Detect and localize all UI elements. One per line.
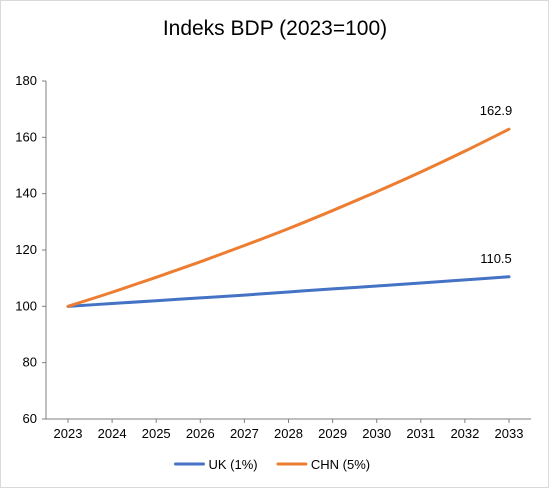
y-tick-label: 160 (15, 129, 37, 144)
y-tick-label: 80 (23, 355, 37, 370)
x-tick-label: 2024 (98, 426, 127, 441)
x-tick-label: 2025 (142, 426, 171, 441)
x-tick-label: 2033 (495, 426, 524, 441)
axis-layer: 60 80 100 120 140 160 180 2023 2024 2025 2026 2027 2… (15, 73, 531, 441)
chart-title: Indeks BDP (2023=100) (163, 17, 387, 40)
y-tick-label: 100 (15, 298, 37, 313)
x-tick-label: 2029 (318, 426, 347, 441)
x-tick-label: 2030 (362, 426, 391, 441)
series-layer (66, 127, 511, 308)
data-label-layer: 110.5 162.9 (480, 103, 513, 266)
x-tick-label: 2031 (406, 426, 435, 441)
y-tick-label: 60 (23, 411, 37, 426)
legend: UK (1%) CHN (5%) (174, 457, 370, 472)
y-tick-label: 140 (15, 186, 37, 201)
x-tick-label: 2027 (230, 426, 259, 441)
x-tick-label: 2032 (450, 426, 479, 441)
data-label-2: 162.9 (480, 103, 513, 118)
x-tick-label: 2023 (54, 426, 83, 441)
series-line-1 (66, 275, 511, 308)
y-tick-label: 180 (15, 73, 37, 88)
x-tick-label: 2028 (274, 426, 303, 441)
data-label-1: 110.5 (480, 251, 512, 266)
legend-label-2: CHN (5%) (311, 457, 370, 472)
series-line-2 (66, 127, 511, 308)
y-tick-label: 120 (15, 242, 37, 257)
legend-label-1: UK (1%) (209, 457, 258, 472)
x-tick-label: 2026 (186, 426, 215, 441)
